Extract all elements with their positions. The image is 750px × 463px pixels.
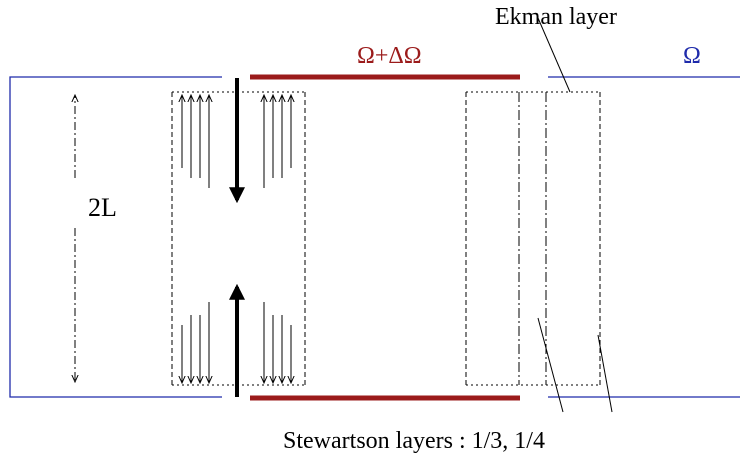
ekman-down-arrows	[182, 302, 291, 383]
height-label: 2L	[88, 193, 117, 222]
leader-lines	[537, 17, 613, 413]
inner-lids	[250, 74, 520, 401]
outer-wall-left	[9, 76, 222, 398]
stewartson-leader-2	[597, 334, 613, 413]
stewartson-layer-bounds	[171, 92, 601, 385]
ekman-layer-label: Ekman layer	[495, 4, 617, 30]
stewartson-layer-dashdot	[518, 92, 547, 385]
stewartson-leader-1	[537, 317, 564, 413]
outer-rotation-label: Ω	[683, 43, 701, 69]
outer-wall	[9, 76, 740, 398]
ekman-leader	[537, 17, 571, 93]
inner-rotation-label: Ω+ΔΩ	[357, 43, 422, 69]
stewartson-layers-label: Stewartson layers : 1/3, 1/4	[283, 428, 545, 454]
ekman-up-arrows	[182, 95, 291, 188]
